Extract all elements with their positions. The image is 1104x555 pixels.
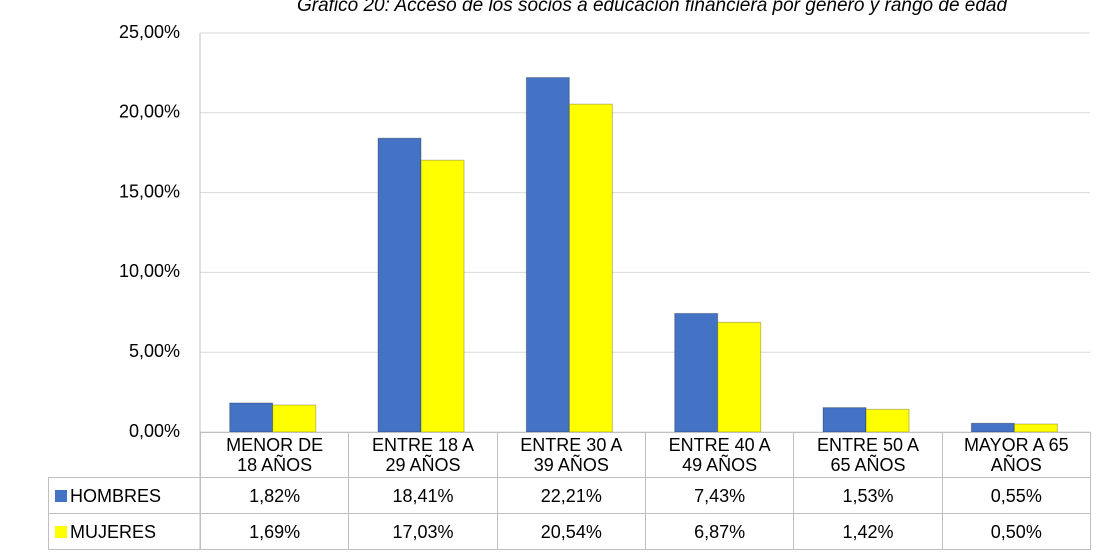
bar bbox=[1013, 423, 1058, 433]
series-row: MUJERES 1,69% 17,03% 20,54% 6,87% 1,42% 0,50% bbox=[48, 513, 1091, 550]
data-table: MENOR DE 18 AÑOS ENTRE 18 A 29 AÑOS ENTRE … bbox=[48, 432, 1091, 550]
category-label: MENOR DE 18 AÑOS bbox=[199, 432, 350, 478]
bar bbox=[525, 77, 570, 433]
category-label: ENTRE 50 A 65 AÑOS bbox=[793, 432, 943, 478]
category-label: ENTRE 40 A 49 AÑOS bbox=[644, 432, 795, 478]
value-label: 1,53% bbox=[793, 477, 943, 514]
value-label: 0,55% bbox=[941, 477, 1091, 514]
bar bbox=[229, 402, 274, 433]
legend-label: MUJERES bbox=[70, 521, 157, 542]
value-label: 18,41% bbox=[348, 477, 498, 514]
legend-entry: MUJERES bbox=[48, 513, 201, 550]
value-label: 7,43% bbox=[644, 477, 795, 514]
value-label: 17,03% bbox=[348, 513, 498, 550]
bar bbox=[272, 404, 317, 433]
series-row: HOMBRES 1,82% 18,41% 22,21% 7,43% 1,53% 0,55% bbox=[48, 477, 1091, 514]
value-label: 6,87% bbox=[644, 513, 795, 550]
bar bbox=[717, 321, 762, 433]
bar bbox=[822, 407, 867, 433]
y-tick-label: 10,00% bbox=[119, 261, 180, 281]
legend-entry: HOMBRES bbox=[48, 477, 201, 514]
y-tick-label: 25,00% bbox=[119, 22, 180, 42]
bar bbox=[568, 103, 613, 433]
legend-key bbox=[55, 489, 67, 502]
category-label: ENTRE 18 A 29 AÑOS bbox=[348, 432, 498, 478]
bar bbox=[377, 137, 422, 433]
value-label: 0,50% bbox=[941, 513, 1091, 550]
legend-key bbox=[55, 525, 67, 538]
y-tick-label: 5,00% bbox=[129, 341, 180, 361]
chart-title: Gráfico 20: Acceso de los socios a educa… bbox=[297, 0, 1009, 16]
value-label: 1,42% bbox=[793, 513, 943, 550]
corner bbox=[49, 433, 201, 478]
bar bbox=[970, 422, 1015, 433]
value-label: 20,54% bbox=[496, 513, 646, 550]
value-label: 1,69% bbox=[199, 513, 350, 550]
value-label: 1,82% bbox=[199, 477, 350, 514]
y-tick-label: 0,00% bbox=[129, 421, 180, 441]
legend-label: HOMBRES bbox=[70, 485, 162, 506]
y-tick-label: 15,00% bbox=[119, 181, 180, 201]
bar bbox=[674, 312, 719, 433]
value-label: 22,21% bbox=[496, 477, 646, 514]
category-label: MAYOR A 65 AÑOS bbox=[941, 432, 1091, 478]
bar bbox=[420, 159, 465, 433]
header-row: MENOR DE 18 AÑOS ENTRE 18 A 29 AÑOS ENTRE … bbox=[49, 432, 1091, 478]
bar bbox=[865, 408, 910, 433]
y-tick-label: 20,00% bbox=[119, 102, 180, 122]
category-label: ENTRE 30 A 39 AÑOS bbox=[496, 432, 646, 478]
